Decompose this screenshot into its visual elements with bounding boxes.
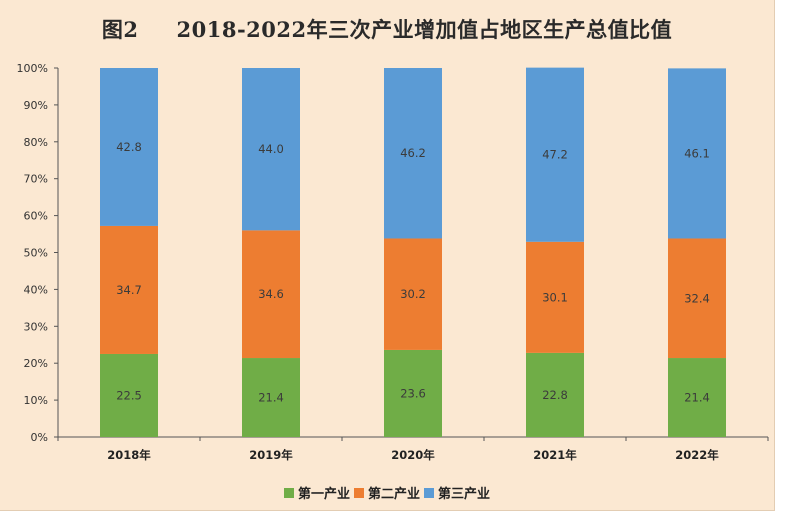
y-tick-label: 40% [24, 283, 48, 296]
bar-segment-2 [668, 238, 726, 359]
data-label: 22.8 [542, 388, 568, 402]
y-tick-label: 0% [31, 431, 48, 444]
x-category-label: 2019年 [249, 448, 293, 462]
stacked-bar-chart: 0% 10% 20% 30% 40% 50% 60% 70% 80% 90% 100% 22.5 34.… [17, 62, 769, 462]
y-tick-label: 10% [24, 394, 48, 407]
x-category-label: 2022年 [675, 448, 719, 462]
y-tick-label: 70% [24, 173, 48, 186]
data-label: 21.4 [258, 391, 284, 405]
data-label: 23.6 [400, 386, 426, 400]
bar-segment-2 [384, 238, 442, 350]
bar-segment-1 [242, 358, 300, 437]
legend-swatch [353, 487, 364, 498]
x-category-label: 2020年 [391, 448, 435, 462]
bar-segment-2 [242, 230, 300, 359]
legend-label: 第二产业 [367, 487, 420, 502]
y-tick-label: 60% [24, 210, 48, 223]
bar-segment-3 [100, 68, 158, 226]
legend-label: 第三产业 [438, 487, 491, 502]
y-tick-label: 80% [24, 136, 48, 149]
data-label: 32.4 [684, 291, 710, 305]
data-label: 34.6 [258, 287, 284, 301]
bar-segment-2 [526, 241, 584, 353]
data-label: 30.1 [542, 290, 568, 304]
figure-number: 图2 [101, 17, 139, 42]
chart-panel: 图2 2018-2022年三次产业增加值占地区生产总值比值 0% 10% 20% 30%… [0, 0, 775, 511]
bar-segment-3 [668, 68, 726, 239]
data-label: 21.4 [684, 391, 710, 405]
data-label: 34.7 [116, 283, 142, 297]
legend-swatch [283, 487, 294, 498]
data-label: 47.2 [542, 148, 568, 162]
bar-segment-2 [100, 225, 158, 354]
title-text: 2018-2022年三次产业增加值占地区生产总值比值 [176, 17, 673, 42]
bar-segment-1 [100, 353, 158, 437]
y-tick-label: 100% [17, 62, 48, 75]
legend-item: 第二产业 [353, 483, 420, 502]
bar-segment-3 [384, 68, 442, 239]
y-tick-label: 50% [24, 247, 48, 260]
y-tick-label: 90% [24, 99, 48, 112]
data-label: 46.1 [684, 146, 710, 160]
legend-item: 第三产业 [424, 483, 490, 502]
legend-item: 第一产业 [283, 483, 350, 502]
data-label: 42.8 [116, 140, 142, 154]
bar-segment-1 [526, 352, 584, 437]
chart-title: 图2 2018-2022年三次产业增加值占地区生产总值比值 [0, 14, 774, 44]
data-label: 30.2 [400, 287, 426, 301]
bar-segment-1 [668, 358, 726, 437]
data-label: 46.2 [400, 146, 426, 160]
data-label: 44.0 [258, 142, 284, 156]
legend-label: 第一产业 [297, 487, 350, 502]
chart-legend: 第一产业 第二产业 第三产业 [0, 483, 774, 502]
bar-segment-3 [526, 67, 584, 242]
legend-swatch [424, 487, 434, 498]
y-tick-label: 30% [24, 320, 48, 333]
data-label: 22.5 [116, 388, 142, 402]
bar-segment-1 [384, 349, 442, 437]
x-category-label: 2018年 [107, 448, 151, 462]
bar-segment-3 [242, 68, 300, 231]
y-tick-label: 20% [24, 357, 48, 370]
x-category-label: 2021年 [533, 448, 577, 462]
